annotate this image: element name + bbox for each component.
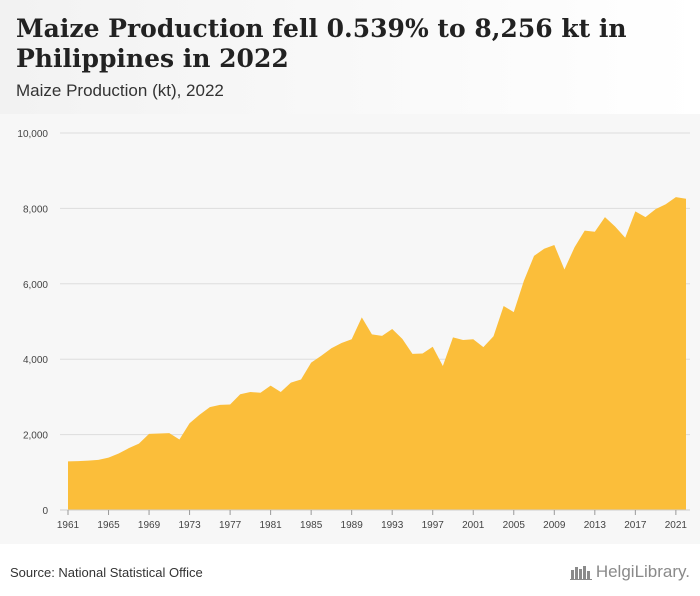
y-tick-label: 6,000: [23, 280, 48, 291]
x-tick-label: 2005: [503, 520, 526, 531]
brand-name: HelgiLibrary.: [595, 562, 690, 581]
x-tick-label: 1965: [97, 520, 120, 531]
x-tick-label: 1997: [422, 520, 445, 531]
chart-subtitle: Maize Production (kt), 2022: [16, 81, 224, 100]
brand-logo[interactable]: HelgiLibrary.: [569, 562, 690, 582]
x-tick-label: 1985: [300, 520, 323, 531]
y-tick-label: 4,000: [23, 355, 48, 366]
y-tick-label: 8,000: [23, 204, 48, 215]
y-tick-label: 2,000: [23, 431, 48, 442]
source-label: Source: National Statistical Office: [10, 565, 203, 580]
header: Maize Production fell 0.539% to 8,256 kt…: [0, 0, 700, 114]
x-tick-label: 2021: [665, 520, 688, 531]
x-tick-label: 1977: [219, 520, 242, 531]
x-tick-label: 1961: [57, 520, 80, 531]
x-tick-label: 2017: [624, 520, 647, 531]
area-series: [68, 197, 686, 510]
chart-title: Maize Production fell 0.539% to 8,256 kt…: [16, 14, 627, 73]
y-tick-label: 0: [42, 506, 48, 517]
x-tick-label: 2013: [584, 520, 607, 531]
x-tick-label: 1993: [381, 520, 404, 531]
y-tick-label: 10,000: [17, 129, 48, 140]
x-tick-label: 2009: [543, 520, 566, 531]
x-tick-label: 1981: [259, 520, 282, 531]
chart-plot: 0 2,000 4,000 6,000 8,000 10,000 1961 1965 1969 1…: [17, 129, 690, 531]
x-tick-label: 2001: [462, 520, 485, 531]
x-tick-label: 1973: [178, 520, 201, 531]
x-tick-label: 1989: [341, 520, 364, 531]
library-icon: [569, 566, 592, 580]
x-tick-label: 1969: [138, 520, 161, 531]
